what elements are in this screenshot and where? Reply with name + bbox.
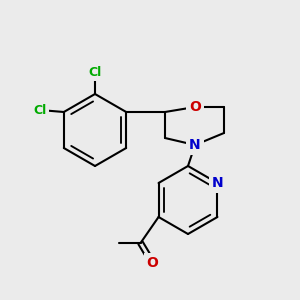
- Text: N: N: [212, 176, 223, 190]
- Text: Cl: Cl: [33, 103, 46, 116]
- Text: O: O: [147, 256, 158, 270]
- Text: N: N: [189, 138, 201, 152]
- Text: Cl: Cl: [88, 65, 102, 79]
- Text: O: O: [189, 100, 201, 114]
